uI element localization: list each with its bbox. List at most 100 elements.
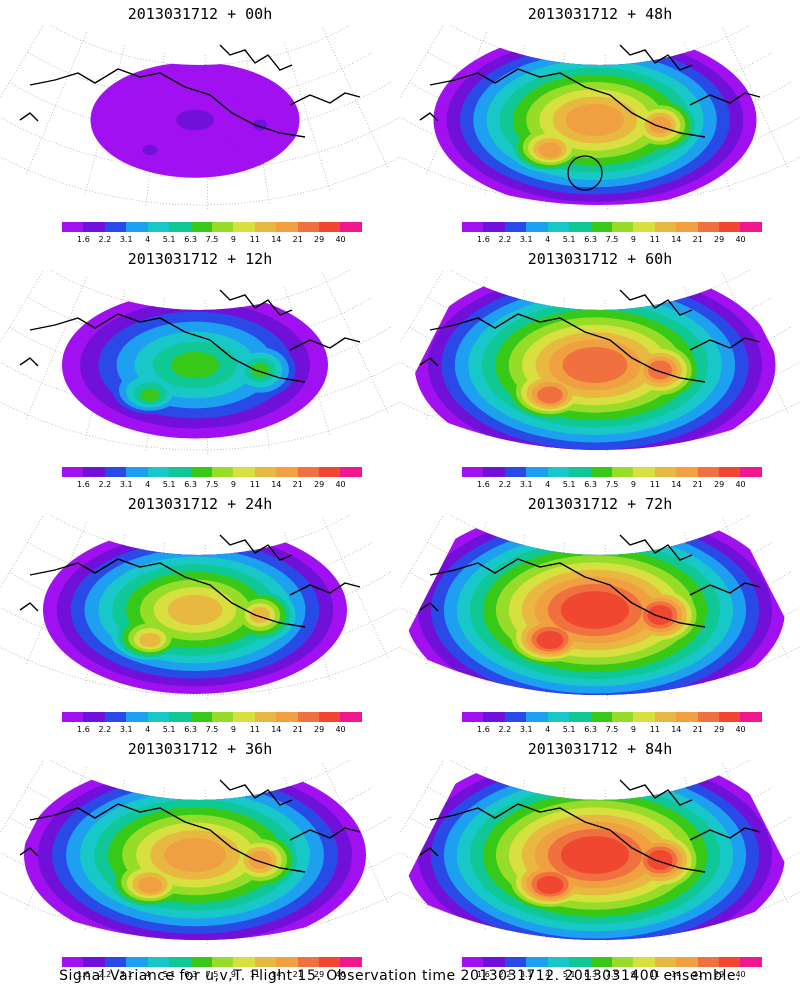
- colorbar-labels: 1.6 2.2 3.1 4 5.1 6.3 7.5 9 11 14 21 29 40: [62, 970, 362, 980]
- colorbar-segment: [126, 712, 148, 722]
- colorbar-segment: [169, 222, 191, 232]
- colorbar-tick-label: 11: [249, 480, 260, 489]
- colorbar-tick-label: 9: [230, 970, 236, 979]
- colorbar-tick-label: 11: [649, 235, 660, 244]
- colorbar-tick-label: 4: [545, 480, 551, 489]
- colorbar-tick-label: 29: [714, 970, 725, 979]
- colorbar-segment: [233, 957, 255, 967]
- colorbar-tick-label: 6.3: [584, 970, 597, 979]
- colorbar-tick-label: 9: [230, 235, 236, 244]
- panel-title: 2013031712 + 84h: [527, 740, 673, 758]
- colorbar-segment: [276, 467, 298, 477]
- colorbar-tick-label: 7.5: [205, 235, 219, 244]
- colorbar: [62, 467, 362, 477]
- colorbar-tick-label: 21: [692, 480, 703, 489]
- colorbar-segment: [462, 712, 484, 722]
- colorbar-tick-label: 40: [335, 235, 346, 244]
- colorbar-tick-label: 4: [545, 970, 551, 979]
- colorbar-tick-label: 3.1: [119, 725, 133, 734]
- colorbar-segment: [83, 712, 105, 722]
- colorbar-segment: [297, 957, 320, 967]
- colorbar-tick-label: 3.1: [119, 235, 133, 244]
- colorbar-segment: [611, 222, 634, 232]
- colorbar-segment: [676, 222, 698, 232]
- variance-map: [400, 760, 800, 945]
- colorbar-segment: [254, 222, 277, 232]
- colorbar-tick-label: 2.2: [498, 970, 512, 979]
- colorbar-segment: [169, 712, 191, 722]
- colorbar-segment: [697, 467, 720, 477]
- variance-field: [43, 526, 347, 694]
- colorbar-labels: 1.6 2.2 3.1 4 5.1 6.3 7.5 9 11 14 21 29 40: [62, 235, 362, 245]
- variance-field: [405, 767, 785, 941]
- colorbar-segment: [633, 957, 655, 967]
- colorbar-segment: [62, 222, 84, 232]
- colorbar-segment: [526, 957, 548, 967]
- marker-circle: [567, 155, 603, 191]
- colorbar-segment: [297, 222, 320, 232]
- colorbar-segment: [483, 712, 505, 722]
- colorbar-tick-label: 21: [692, 725, 703, 734]
- colorbar-segment: [504, 467, 527, 477]
- colorbar-tick-label: 3.1: [519, 235, 533, 244]
- colorbar-segment: [654, 957, 677, 967]
- colorbar-segment: [697, 957, 720, 967]
- colorbar-tick-label: 40: [735, 480, 746, 489]
- colorbar-segment: [147, 467, 170, 477]
- colorbar-segment: [319, 957, 341, 967]
- colorbar-segment: [483, 222, 505, 232]
- colorbar-segment: [590, 467, 612, 477]
- colorbar-segment: [611, 957, 634, 967]
- colorbar-segment: [547, 957, 570, 967]
- panel-title: 2013031712 + 12h: [127, 250, 273, 268]
- colorbar-segment: [526, 222, 548, 232]
- colorbar-tick-label: 40: [735, 970, 746, 979]
- colorbar-tick-label: 11: [649, 970, 660, 979]
- colorbar-segment: [104, 222, 127, 232]
- map-panel: 2013031712 + 36h 1.6 2.2 3.1 4 5.1 6.3 7.5 9 11 14…: [0, 735, 400, 980]
- colorbar-tick-label: 7.5: [605, 725, 619, 734]
- colorbar-segment: [276, 957, 298, 967]
- colorbar-segment: [297, 712, 320, 722]
- colorbar-segment: [319, 467, 341, 477]
- colorbar-tick-label: 7.5: [205, 725, 219, 734]
- colorbar-segment: [676, 712, 698, 722]
- colorbar-segment: [569, 467, 591, 477]
- colorbar-tick-label: 21: [692, 235, 703, 244]
- colorbar-tick-label: 5.1: [562, 235, 576, 244]
- variance-map: [0, 760, 400, 945]
- colorbar-segment: [83, 467, 105, 477]
- coastline: [419, 289, 761, 383]
- map-panel: 2013031712 + 24h 1.6 2.2 3.1 4 5.1 6.3 7.5 9 11 14…: [0, 490, 400, 735]
- variance-map: [0, 270, 400, 455]
- colorbar-segment: [169, 467, 191, 477]
- colorbar-segment: [462, 222, 484, 232]
- colorbar-tick-label: 21: [292, 480, 303, 489]
- colorbar-segment: [676, 957, 698, 967]
- colorbar-tick-label: 14: [271, 235, 282, 244]
- colorbar-segment: [547, 712, 570, 722]
- colorbar-tick-label: 2.2: [498, 235, 512, 244]
- colorbar-tick-label: 40: [735, 725, 746, 734]
- colorbar-segment: [569, 222, 591, 232]
- panel-title: 2013031712 + 36h: [127, 740, 273, 758]
- colorbar-tick-label: 1.6: [477, 480, 490, 489]
- colorbar-segment: [504, 222, 527, 232]
- colorbar-tick-label: 1.6: [477, 235, 490, 244]
- coastline: [419, 534, 761, 628]
- colorbar-segment: [654, 467, 677, 477]
- colorbar-tick-label: 7.5: [205, 970, 219, 979]
- colorbar-tick-label: 3.1: [519, 970, 533, 979]
- colorbar-segment: [276, 222, 298, 232]
- colorbar-tick-label: 11: [249, 235, 260, 244]
- colorbar-tick-label: 4: [145, 235, 151, 244]
- map-panel: 2013031712 + 00h 1.6 2.2 3.1 4 5.1 6.3 7.5 9 11 14…: [0, 0, 400, 245]
- colorbar-segment: [126, 222, 148, 232]
- colorbar-tick-label: 2.2: [98, 970, 112, 979]
- colorbar-tick-label: 29: [314, 725, 325, 734]
- colorbar-segment: [211, 467, 234, 477]
- colorbar-tick-label: 21: [692, 970, 703, 979]
- colorbar-segment: [740, 712, 762, 722]
- colorbar-segment: [590, 712, 612, 722]
- colorbar-segment: [740, 467, 762, 477]
